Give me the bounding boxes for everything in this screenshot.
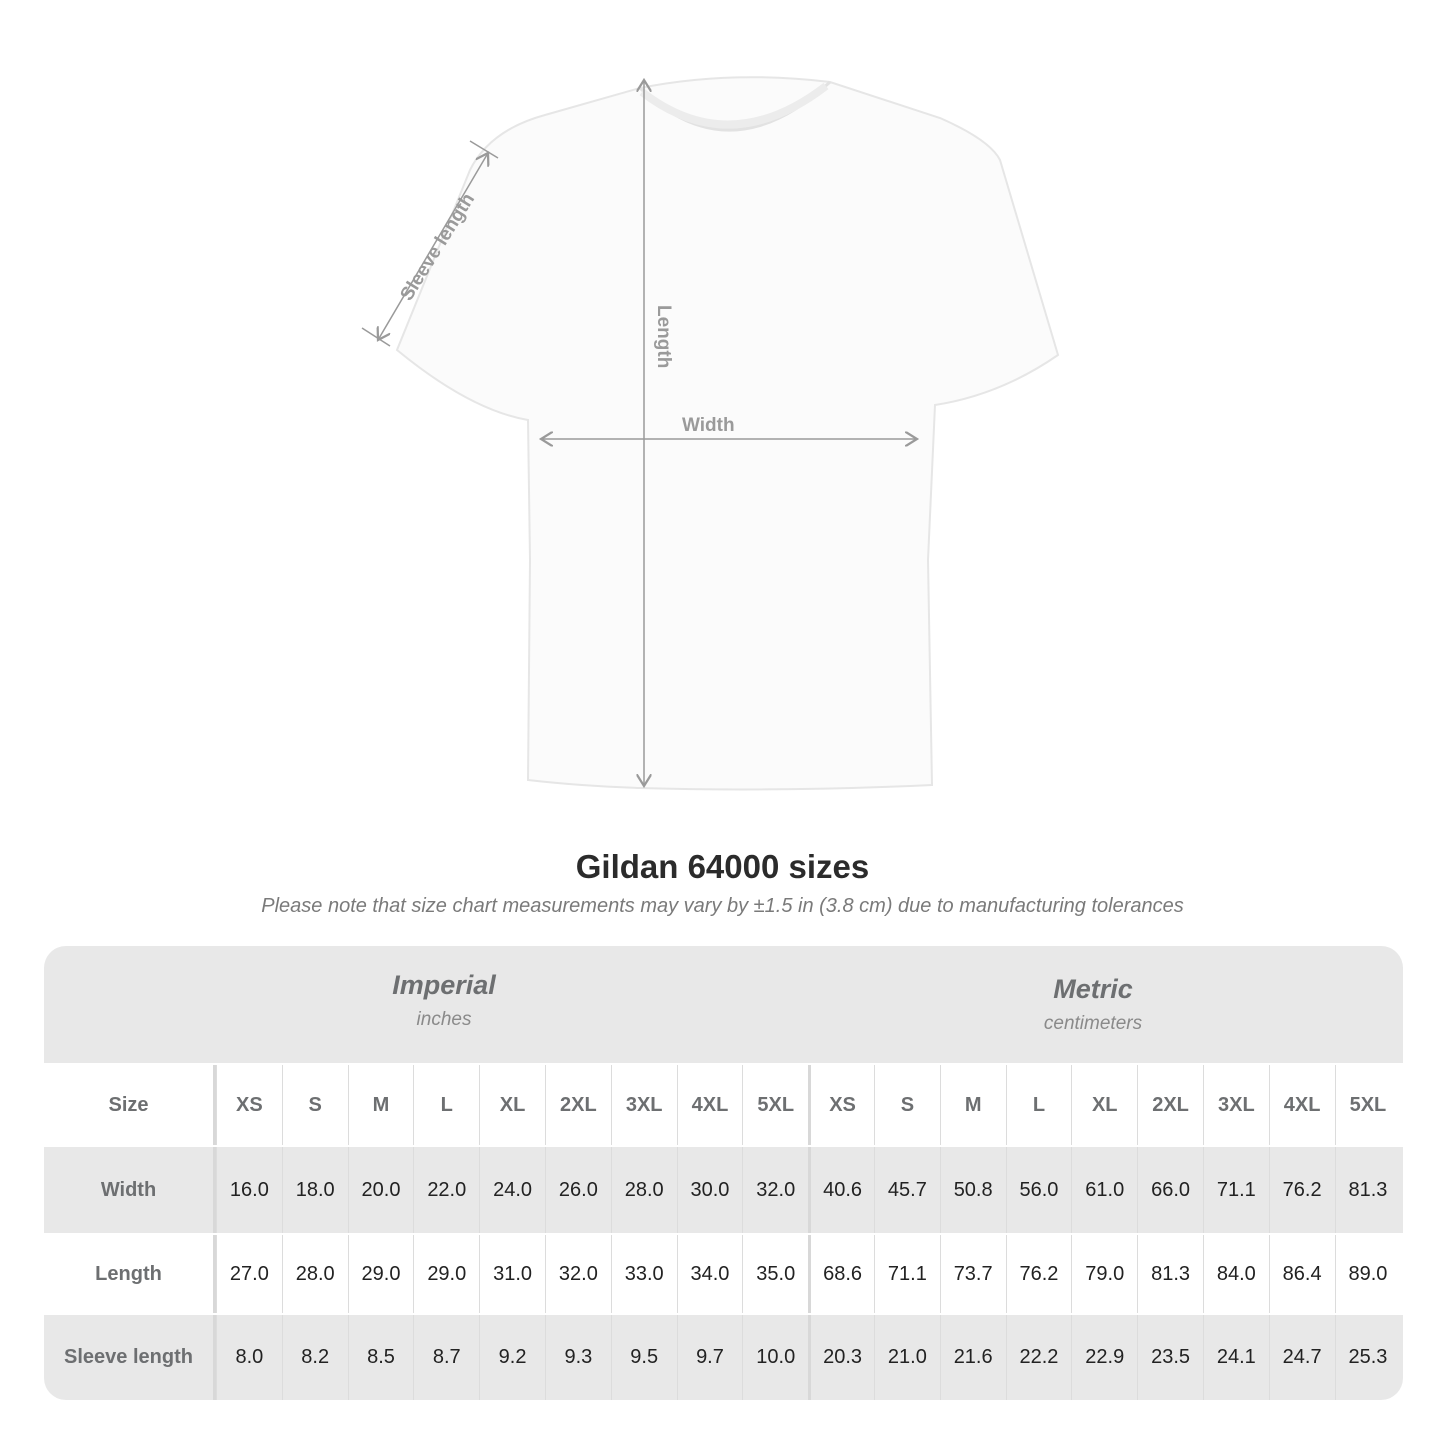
metric-value-cell: 71.1: [1202, 1147, 1269, 1233]
metric-value-cell: 24.1: [1202, 1315, 1269, 1400]
imperial-value-cell: 8.0: [216, 1315, 282, 1400]
metric-size-header: 4XL: [1268, 1065, 1335, 1145]
table-header: Imperial inches Metric centimeters: [44, 946, 1403, 1063]
metric-value-cell: 81.3: [1137, 1235, 1203, 1313]
metric-value-cell: 24.7: [1268, 1315, 1335, 1400]
metric-value-cell: 68.6: [808, 1235, 874, 1313]
imperial-value-cell: 8.2: [281, 1315, 348, 1400]
imperial-value-cell: 9.2: [479, 1315, 545, 1400]
metric-value-cell: 76.2: [1268, 1147, 1335, 1233]
imperial-value-cell: 31.0: [479, 1235, 545, 1313]
width-label: Width: [682, 415, 735, 436]
metric-size-header: XL: [1071, 1065, 1137, 1145]
imperial-value-cell: 22.0: [413, 1147, 479, 1233]
metric-value-cell: 71.1: [873, 1235, 940, 1313]
metric-value-cell: 45.7: [873, 1147, 940, 1233]
metric-value-cell: 56.0: [1005, 1147, 1072, 1233]
width-row: Width 16.0 18.0 20.0 22.0 24.0 26.0 28.0 30.0 32.…: [44, 1147, 1403, 1233]
sleeve-length-row: Sleeve length 8.0 8.2 8.5 8.7 9.2 9.3 9.5 9.7 10.…: [44, 1315, 1403, 1400]
imperial-value-cell: 27.0: [216, 1235, 282, 1313]
imperial-value-cell: 8.5: [347, 1315, 414, 1400]
metric-size-header: XS: [808, 1065, 874, 1145]
row-label: Sleeve length: [44, 1315, 216, 1400]
tolerance-note: Please note that size chart measurements…: [261, 895, 1184, 917]
metric-size-header: L: [1005, 1065, 1072, 1145]
metric-size-header: 2XL: [1137, 1065, 1203, 1145]
metric-header: Metric centimeters: [893, 974, 1293, 1035]
imperial-value-cell: 30.0: [676, 1147, 743, 1233]
imperial-unit: inches: [416, 1009, 472, 1030]
row-label: Width: [44, 1147, 216, 1233]
imperial-size-header: XS: [216, 1065, 282, 1145]
imperial-value-cell: 33.0: [610, 1235, 677, 1313]
metric-value-cell: 50.8: [939, 1147, 1006, 1233]
imperial-value-cell: 32.0: [742, 1147, 808, 1233]
imperial-title: Imperial: [392, 970, 496, 1000]
imperial-value-cell: 9.7: [676, 1315, 743, 1400]
imperial-value-cell: 35.0: [742, 1235, 808, 1313]
metric-size-header: S: [873, 1065, 940, 1145]
metric-value-cell: 20.3: [808, 1315, 874, 1400]
metric-value-cell: 40.6: [808, 1147, 874, 1233]
metric-value-cell: 21.0: [873, 1315, 940, 1400]
imperial-value-cell: 32.0: [544, 1235, 611, 1313]
imperial-size-header: L: [413, 1065, 479, 1145]
metric-title: Metric: [1053, 974, 1133, 1004]
length-row: Length 27.0 28.0 29.0 29.0 31.0 32.0 33.0 34.0 35…: [44, 1235, 1403, 1313]
imperial-value-cell: 20.0: [347, 1147, 414, 1233]
row-label: Size: [44, 1065, 216, 1145]
metric-value-cell: 86.4: [1268, 1235, 1335, 1313]
imperial-size-header: 5XL: [742, 1065, 808, 1145]
metric-size-header: M: [939, 1065, 1006, 1145]
imperial-size-header: XL: [479, 1065, 545, 1145]
metric-size-header: 5XL: [1334, 1065, 1401, 1145]
imperial-value-cell: 26.0: [544, 1147, 611, 1233]
imperial-value-cell: 29.0: [413, 1235, 479, 1313]
imperial-size-header: 4XL: [676, 1065, 743, 1145]
sleeve-arrow: [378, 153, 488, 340]
metric-value-cell: 61.0: [1071, 1147, 1137, 1233]
imperial-value-cell: 9.5: [610, 1315, 677, 1400]
metric-value-cell: 22.2: [1005, 1315, 1072, 1400]
metric-value-cell: 66.0: [1137, 1147, 1203, 1233]
metric-value-cell: 84.0: [1202, 1235, 1269, 1313]
imperial-size-header: 2XL: [544, 1065, 611, 1145]
imperial-size-header: 3XL: [610, 1065, 677, 1145]
metric-value-cell: 76.2: [1005, 1235, 1072, 1313]
imperial-value-cell: 18.0: [281, 1147, 348, 1233]
metric-value-cell: 23.5: [1137, 1315, 1203, 1400]
size-table: Imperial inches Metric centimeters Size X…: [44, 946, 1403, 1400]
imperial-size-header: M: [347, 1065, 414, 1145]
imperial-value-cell: 10.0: [742, 1315, 808, 1400]
metric-value-cell: 21.6: [939, 1315, 1006, 1400]
imperial-value-cell: 28.0: [610, 1147, 677, 1233]
page-title: Gildan 64000 sizes: [575, 848, 870, 885]
row-label: Length: [44, 1235, 216, 1313]
imperial-value-cell: 24.0: [479, 1147, 545, 1233]
metric-size-header: 3XL: [1202, 1065, 1269, 1145]
metric-value-cell: 81.3: [1334, 1147, 1401, 1233]
imperial-value-cell: 34.0: [676, 1235, 743, 1313]
imperial-value-cell: 16.0: [216, 1147, 282, 1233]
imperial-size-header: S: [281, 1065, 348, 1145]
metric-value-cell: 89.0: [1334, 1235, 1401, 1313]
imperial-header: Imperial inches: [244, 970, 644, 1031]
imperial-value-cell: 28.0: [281, 1235, 348, 1313]
imperial-value-cell: 9.3: [544, 1315, 611, 1400]
metric-value-cell: 25.3: [1334, 1315, 1401, 1400]
metric-value-cell: 22.9: [1071, 1315, 1137, 1400]
metric-value-cell: 73.7: [939, 1235, 1006, 1313]
length-label: Length: [653, 305, 674, 368]
metric-value-cell: 79.0: [1071, 1235, 1137, 1313]
metric-unit: centimeters: [1043, 1013, 1143, 1034]
imperial-value-cell: 29.0: [347, 1235, 414, 1313]
imperial-value-cell: 8.7: [413, 1315, 479, 1400]
tshirt-diagram: Sleeve length Length Width: [361, 76, 1060, 791]
size-row: Size XS S M L XL 2XL 3XL 4XL 5XL XS S M L XL 2XL 3XL 4XL 5…: [44, 1065, 1403, 1145]
